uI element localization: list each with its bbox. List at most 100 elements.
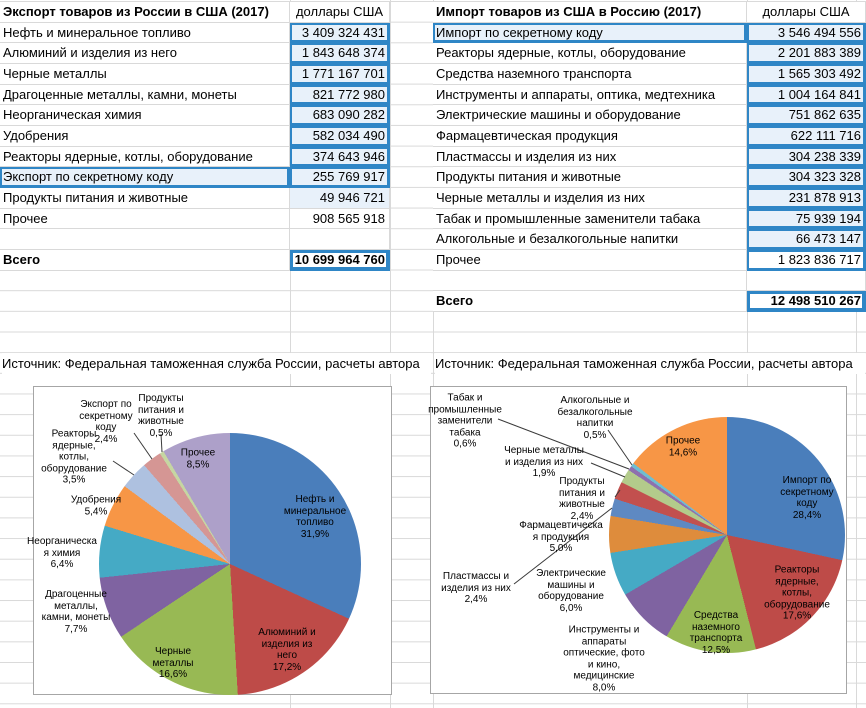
import-table-title[interactable]: Импорт товаров из США в Россию (2017)	[433, 2, 747, 23]
export_table-row-0-label[interactable]: Нефть и минеральное топливо	[0, 22, 290, 44]
import_table-row-9-label[interactable]: Табак и промышленные заменители табака	[433, 208, 747, 230]
export_table-row-7-value[interactable]: 255 769 917	[290, 167, 390, 188]
blank-cell[interactable]	[747, 270, 866, 292]
import_table-row-11-label[interactable]: Прочее	[433, 249, 747, 271]
table-row: Фармацевтическая продукция 622 111 716	[433, 125, 866, 147]
table-row: Инструменты и аппараты, оптика, медтехни…	[433, 84, 866, 106]
leader-lines	[112, 432, 163, 476]
table-row: Реакторы ядерные, котлы, оборудование 2 2…	[433, 43, 866, 64]
leader-line	[112, 460, 135, 476]
import_table-row-4-label[interactable]: Электрические машины и оборудование	[433, 105, 747, 126]
table-row: Импорт по секретному коду 3 546 494 556	[433, 22, 866, 44]
blank-cell[interactable]	[0, 229, 290, 250]
table-row: Неорганическая химия 683 090 282	[0, 105, 390, 126]
export-table: Экспорт товаров из России в США (2017) д…	[0, 2, 390, 271]
table-row: Продукты питания и животные 304 323 328	[433, 167, 866, 188]
export_table-row-4-value[interactable]: 683 090 282	[290, 105, 390, 126]
pie-slice-label: Прочее 14,6%	[665, 435, 701, 459]
export-total-value[interactable]: 10 699 964 760	[290, 249, 390, 271]
import_table-row-8-label[interactable]: Черные металлы и изделия из них	[433, 187, 747, 209]
blank-cell[interactable]	[433, 270, 747, 292]
import_table-row-0-label[interactable]: Импорт по секретному коду	[433, 22, 747, 44]
export_table-row-2-label[interactable]: Черные металлы	[0, 63, 290, 85]
pie-slice-label: Алюминий и изделия из него 17,2%	[258, 627, 316, 673]
import_table-row-7-value[interactable]: 304 323 328	[747, 167, 866, 188]
pie-slice-label: Электрические машины и оборудование 6,0%	[536, 568, 606, 614]
import_table-row-8-value[interactable]: 231 878 913	[747, 187, 866, 209]
import_table-row-2-label[interactable]: Средства наземного транспорта	[433, 63, 747, 85]
table-row: Электрические машины и оборудование 751 8…	[433, 105, 866, 126]
leader-line	[160, 433, 163, 453]
import-total-label[interactable]: Всего	[433, 291, 747, 312]
table-row: Экспорт по секретному коду 255 769 917	[0, 167, 390, 188]
import-total-value[interactable]: 12 498 510 267	[747, 291, 866, 312]
gridline-vertical	[433, 0, 434, 708]
export_table-row-5-label[interactable]: Удобрения	[0, 125, 290, 147]
pie[interactable]	[99, 433, 361, 695]
pie-slice-label: Удобрения 5,4%	[70, 494, 122, 518]
export_table-row-3-label[interactable]: Драгоценные металлы, камни, монеты	[0, 84, 290, 106]
pie-slice-label: Пластмассы и изделия из них 2,4%	[441, 570, 511, 605]
pie-slice-label: Алкогольные и безалкогольные напитки 0,5…	[557, 395, 633, 441]
export_table-row-9-value[interactable]: 908 565 918	[290, 208, 390, 230]
table-row: Прочее 908 565 918	[0, 208, 390, 230]
import_table-row-10-label[interactable]: Алкогольные и безалкогольные напитки	[433, 229, 747, 250]
export_table-row-7-label[interactable]: Экспорт по секретному коду	[0, 167, 290, 188]
blank-cell[interactable]	[290, 229, 390, 250]
export-unit-header[interactable]: доллары США	[290, 2, 390, 23]
export_table-row-5-value[interactable]: 582 034 490	[290, 125, 390, 147]
export-total-row: Всего 10 699 964 760	[0, 249, 390, 271]
import_table-row-3-value[interactable]: 1 004 164 841	[747, 84, 866, 106]
table-row: Алюминий и изделия из него 1 843 648 374	[0, 43, 390, 64]
import_table-row-3-label[interactable]: Инструменты и аппараты, оптика, медтехни…	[433, 84, 747, 106]
import_table-row-7-label[interactable]: Продукты питания и животные	[433, 167, 747, 188]
import-table: Импорт товаров из США в Россию (2017) до…	[433, 2, 866, 312]
export_table-row-8-label[interactable]: Продукты питания и животные	[0, 187, 290, 209]
export_table-row-2-value[interactable]: 1 771 167 701	[290, 63, 390, 85]
import_table-row-9-value[interactable]: 75 939 194	[747, 208, 866, 230]
pie-slice-label: Средства наземного транспорта 12,5%	[689, 610, 743, 656]
blank-row	[433, 270, 866, 292]
export-source-note[interactable]: Источник: Федеральная таможенная служба …	[2, 353, 431, 374]
import_table-row-4-value[interactable]: 751 862 635	[747, 105, 866, 126]
import-source-note[interactable]: Источник: Федеральная таможенная служба …	[435, 353, 865, 374]
import_table-row-6-value[interactable]: 304 238 339	[747, 146, 866, 168]
import-pie-chart[interactable]: Импорт по секретному коду 28,4% Реакторы …	[428, 386, 847, 694]
pie-slice-label: Табак и промышленные заменители табака 0…	[428, 392, 502, 450]
leader-line	[590, 462, 626, 478]
export-pie-chart[interactable]: Нефть и минеральное топливо 31,9% Алюмини…	[27, 386, 392, 695]
leader-line	[133, 432, 153, 460]
import_table-row-6-label[interactable]: Пластмассы и изделия из них	[433, 146, 747, 168]
export-total-label[interactable]: Всего	[0, 249, 290, 271]
import_table-row-10-value[interactable]: 66 473 147	[747, 229, 866, 250]
import-unit-header[interactable]: доллары США	[747, 2, 866, 23]
export_table-row-4-label[interactable]: Неорганическая химия	[0, 105, 290, 126]
export_table-row-1-value[interactable]: 1 843 648 374	[290, 43, 390, 64]
pie[interactable]	[609, 417, 845, 653]
import_table-row-1-value[interactable]: 2 201 883 389	[747, 43, 866, 64]
pie-slice-label: Фармацевтическа я продукция 5,0%	[519, 519, 603, 554]
import_table-row-0-value[interactable]: 3 546 494 556	[747, 22, 866, 44]
export_table-row-8-value[interactable]: 49 946 721	[290, 187, 390, 209]
export_table-row-1-label[interactable]: Алюминий и изделия из него	[0, 43, 290, 64]
pie-slice-label: Инструменты и аппараты оптические, фото …	[563, 624, 645, 694]
import_table-row-2-value[interactable]: 1 565 303 492	[747, 63, 866, 85]
pie-slice-label: Продукты питания и животные 2,4%	[559, 476, 605, 522]
export-table-title[interactable]: Экспорт товаров из России в США (2017)	[0, 2, 290, 23]
export_table-row-6-value[interactable]: 374 643 946	[290, 146, 390, 168]
import_table-row-11-value[interactable]: 1 823 836 717	[747, 249, 866, 271]
import_table-row-5-value[interactable]: 622 111 716	[747, 125, 866, 147]
import_table-row-5-label[interactable]: Фармацевтическая продукция	[433, 125, 747, 147]
export_table-row-9-label[interactable]: Прочее	[0, 208, 290, 230]
import_table-row-1-label[interactable]: Реакторы ядерные, котлы, оборудование	[433, 43, 747, 64]
import-total-row: Всего 12 498 510 267	[433, 291, 866, 312]
table-row: Черные металлы 1 771 167 701	[0, 63, 390, 85]
blank-row	[0, 229, 390, 250]
export_table-row-0-value[interactable]: 3 409 324 431	[290, 22, 390, 44]
pie-slice-label: Драгоценные металлы, камни, монеты 7,7%	[41, 589, 111, 635]
pie-slice-label: Нефть и минеральное топливо 31,9%	[283, 494, 347, 540]
pie-slice-label: Черные металлы и изделия из них 1,9%	[504, 444, 584, 479]
export_table-row-6-label[interactable]: Реакторы ядерные, котлы, оборудование	[0, 146, 290, 168]
export_table-row-3-value[interactable]: 821 772 980	[290, 84, 390, 106]
